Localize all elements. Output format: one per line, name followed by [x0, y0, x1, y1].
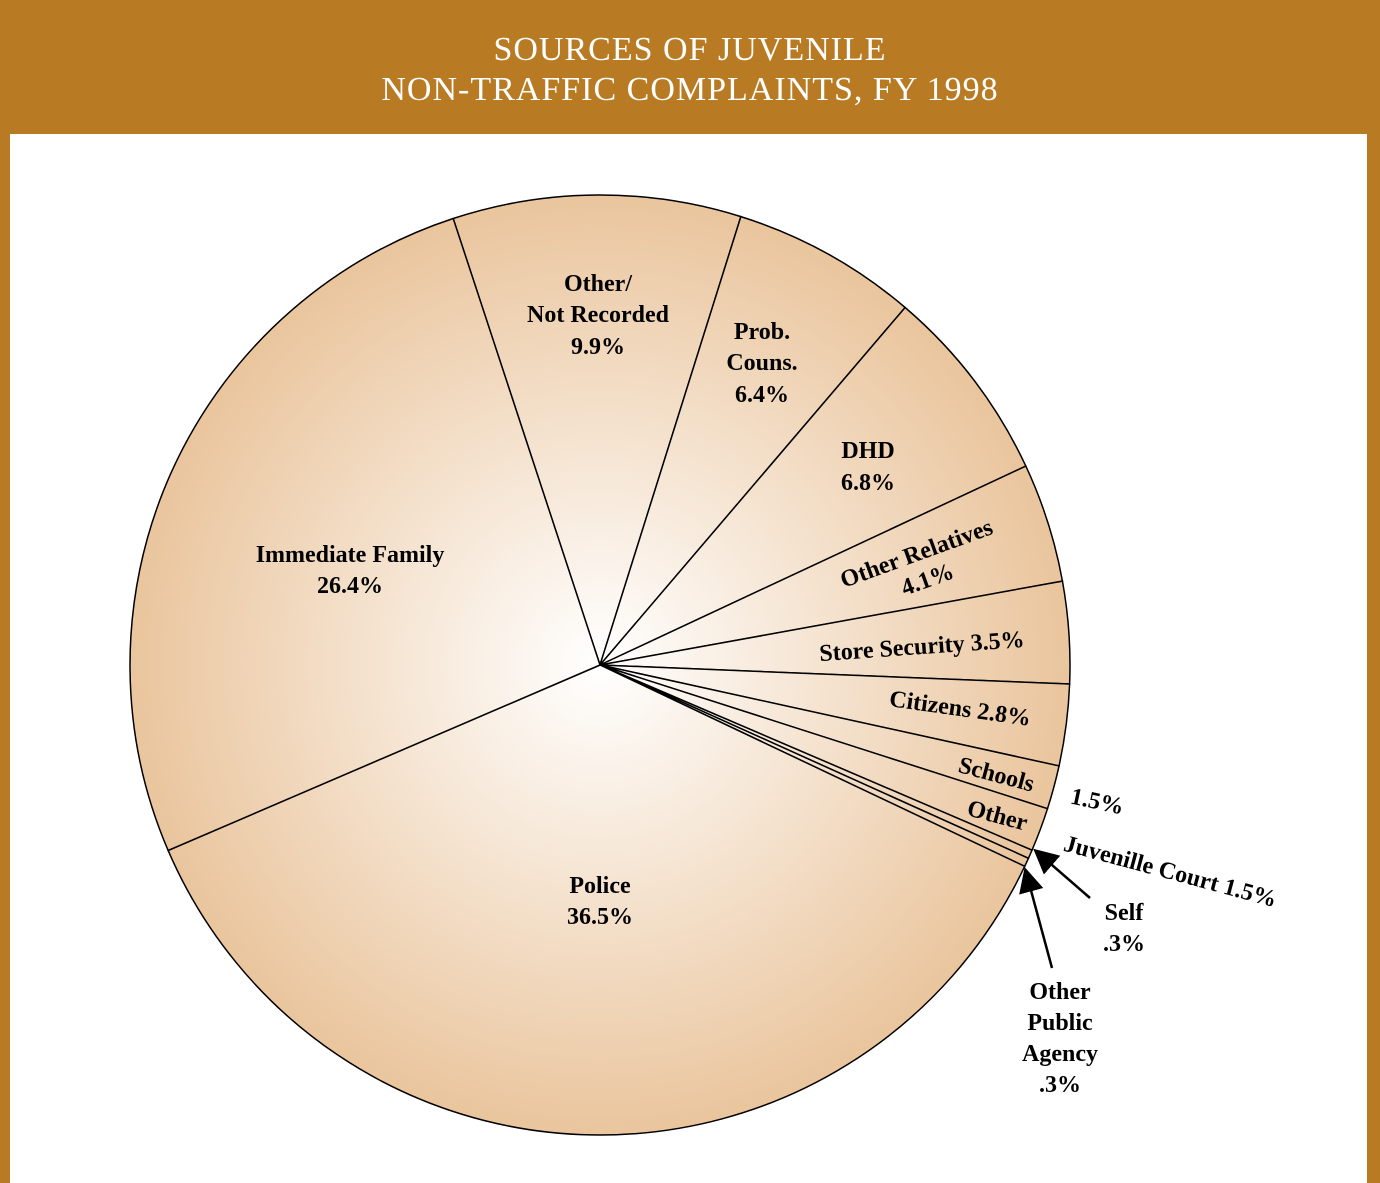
slice-label: Police — [569, 873, 631, 899]
slice-label: Other/ — [564, 271, 632, 297]
slice-label: .3% — [1103, 931, 1145, 957]
pie-slice — [599, 215, 907, 666]
value-label: 6.4% — [735, 382, 789, 408]
slice-label: 36.5% — [567, 904, 633, 930]
value-label: 3.5% — [970, 626, 1026, 656]
arrow — [1019, 867, 1054, 969]
category-label: Couns. — [726, 350, 797, 376]
category-label: Other — [1029, 979, 1091, 1005]
chart-title: SOURCES OF JUVENILE — [493, 31, 886, 68]
pie-slice — [452, 194, 742, 668]
slice-label: Not Recorded — [527, 302, 670, 328]
category-label: Prob. — [734, 319, 790, 345]
category-label: Police — [569, 873, 631, 899]
slice-label: Immediate Family — [256, 542, 445, 568]
chart-title: NON-TRAFFIC COMPLAINTS, FY 1998 — [381, 71, 998, 108]
slice-label: .3% — [1039, 1072, 1081, 1098]
category-label: Not Recorded — [527, 302, 670, 328]
pie-slice — [129, 217, 601, 852]
slice-label: 9.9% — [571, 334, 625, 360]
value-label: 36.5% — [567, 904, 633, 930]
value-label: 26.4% — [317, 573, 383, 599]
category-label: Public — [1027, 1010, 1093, 1036]
pie-slice — [167, 664, 1026, 1136]
slice-label: 6.4% — [735, 382, 789, 408]
value-label: .3% — [1103, 931, 1145, 957]
value-label: 6.8% — [841, 470, 895, 496]
pie-slice — [599, 306, 1027, 666]
slice-label: Self — [1105, 900, 1145, 926]
category-label: Agency — [1022, 1041, 1098, 1067]
slice-label: 6.8% — [841, 470, 895, 496]
slice-label: Agency — [1022, 1041, 1098, 1067]
slice-label: Prob. — [734, 319, 790, 345]
category-label: Other/ — [564, 271, 632, 297]
category-label: DHD — [841, 438, 894, 464]
slice-label: Other — [1029, 979, 1091, 1005]
category-label: Self — [1105, 900, 1145, 926]
arrow — [1033, 848, 1091, 899]
slice-label: 26.4% — [317, 573, 383, 599]
value-label: 9.9% — [571, 334, 625, 360]
category-label: Immediate Family — [256, 542, 445, 568]
slice-label: Couns. — [726, 350, 797, 376]
slice-label: DHD — [841, 438, 894, 464]
value-label: .3% — [1039, 1072, 1081, 1098]
slice-label: Public — [1027, 1010, 1093, 1036]
